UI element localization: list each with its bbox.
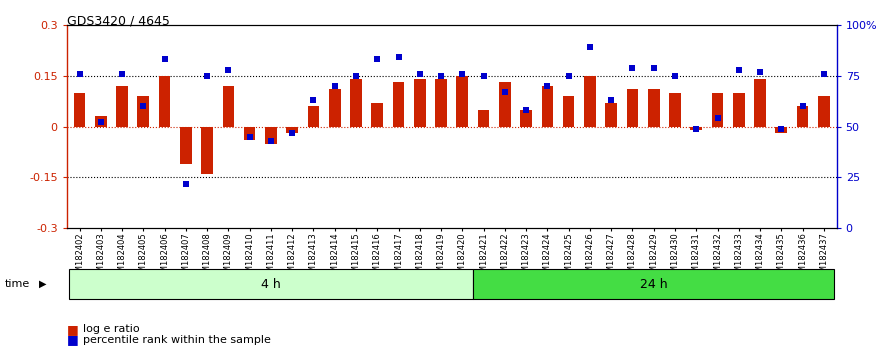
Bar <box>392 82 404 127</box>
Point <box>158 57 172 62</box>
Bar <box>435 79 447 127</box>
Point <box>689 126 703 131</box>
Bar <box>287 127 298 133</box>
Bar <box>754 79 766 127</box>
Point <box>753 69 767 74</box>
Text: ■: ■ <box>67 333 78 346</box>
Bar <box>733 93 745 127</box>
Bar <box>117 86 128 127</box>
Bar <box>499 82 511 127</box>
Point <box>583 44 597 50</box>
Bar <box>158 76 170 127</box>
Point <box>519 108 533 113</box>
Bar <box>605 103 617 127</box>
Point <box>817 71 831 76</box>
Point <box>413 71 427 76</box>
Point <box>647 65 661 70</box>
Bar <box>797 106 808 127</box>
Point <box>115 71 129 76</box>
Point <box>370 57 384 62</box>
Bar <box>775 127 787 133</box>
Point <box>774 126 789 131</box>
Bar <box>414 79 425 127</box>
Bar <box>541 86 554 127</box>
Bar <box>329 89 341 127</box>
Bar <box>669 93 681 127</box>
Bar <box>265 127 277 143</box>
Text: time: time <box>4 279 29 289</box>
Bar <box>584 76 595 127</box>
Point <box>562 73 576 79</box>
Bar <box>308 106 320 127</box>
Point <box>200 73 214 79</box>
Bar <box>95 116 107 127</box>
Text: 24 h: 24 h <box>640 278 668 291</box>
Point <box>242 134 256 139</box>
Bar <box>244 127 255 140</box>
Bar <box>137 96 150 127</box>
Text: percentile rank within the sample: percentile rank within the sample <box>83 335 271 345</box>
Text: 4 h: 4 h <box>261 278 280 291</box>
Bar <box>712 93 724 127</box>
Text: ▶: ▶ <box>39 279 46 289</box>
Point <box>498 89 512 95</box>
Point <box>710 115 724 121</box>
Bar <box>627 89 638 127</box>
Bar <box>691 127 702 130</box>
Bar <box>562 96 574 127</box>
Bar <box>69 269 473 299</box>
Point <box>434 73 449 79</box>
Point <box>72 71 86 76</box>
Bar <box>180 127 191 164</box>
Bar <box>818 96 829 127</box>
Text: ■: ■ <box>67 323 78 336</box>
Point <box>179 181 193 186</box>
Point <box>93 120 108 125</box>
Point <box>626 65 640 70</box>
Point <box>136 103 150 109</box>
Point <box>476 73 490 79</box>
Point <box>455 71 469 76</box>
Bar <box>478 110 490 127</box>
Point <box>392 55 406 60</box>
Point <box>306 97 320 103</box>
Point <box>328 83 342 89</box>
Bar <box>648 89 659 127</box>
Bar <box>201 127 213 174</box>
Point <box>263 138 278 144</box>
Point <box>349 73 363 79</box>
Bar <box>74 93 85 127</box>
Point <box>668 73 682 79</box>
Point <box>796 103 810 109</box>
Point <box>604 97 619 103</box>
Point <box>222 67 236 72</box>
Bar <box>350 79 362 127</box>
Bar <box>371 103 383 127</box>
Bar <box>473 269 835 299</box>
Bar <box>457 76 468 127</box>
Bar <box>521 110 532 127</box>
Point <box>540 83 554 89</box>
Point <box>285 130 299 136</box>
Point <box>732 67 746 72</box>
Text: GDS3420 / 4645: GDS3420 / 4645 <box>67 14 170 27</box>
Bar <box>222 86 234 127</box>
Text: log e ratio: log e ratio <box>83 324 140 334</box>
